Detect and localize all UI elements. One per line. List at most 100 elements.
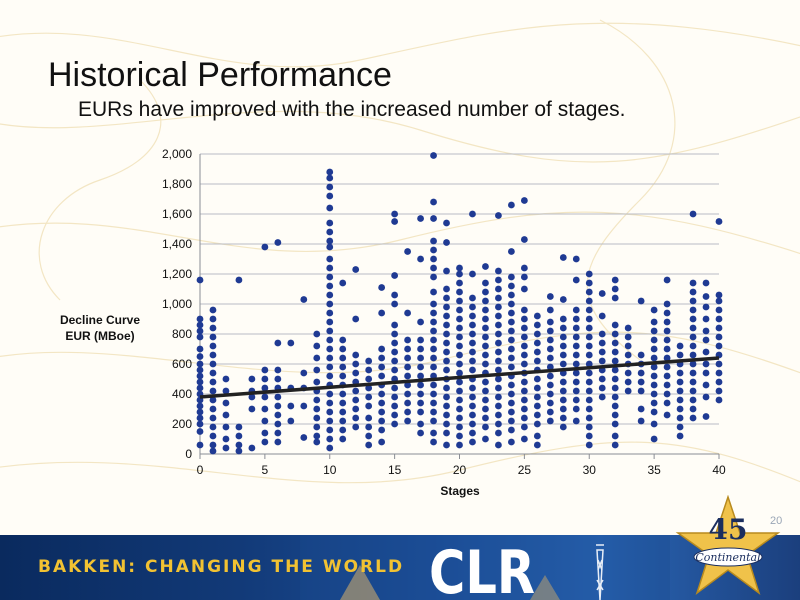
- data-point: [611, 276, 619, 284]
- data-point: [456, 306, 463, 314]
- data-point: [443, 330, 450, 338]
- data-point: [676, 414, 684, 422]
- data-point: [611, 366, 619, 374]
- data-point: [209, 342, 217, 350]
- data-point: [326, 363, 334, 371]
- data-point: [209, 315, 217, 323]
- data-point: [482, 435, 489, 443]
- data-point: [508, 426, 515, 434]
- data-point: [456, 396, 463, 404]
- data-point: [326, 372, 334, 380]
- data-point: [559, 378, 567, 386]
- data-point: [456, 405, 463, 413]
- data-point: [572, 333, 580, 341]
- data-point: [508, 309, 515, 317]
- scatter-chart: 02004006008001,0001,2001,4001,6001,8002,…: [162, 147, 726, 498]
- data-point: [300, 434, 308, 441]
- data-point: [248, 405, 256, 413]
- data-point: [520, 197, 528, 204]
- data-point: [520, 264, 528, 272]
- data-point: [585, 378, 593, 386]
- data-point: [443, 294, 450, 302]
- data-point: [689, 396, 697, 404]
- data-point: [274, 239, 282, 246]
- data-point: [650, 399, 658, 407]
- data-point: [482, 342, 489, 350]
- data-point: [248, 375, 256, 383]
- data-point: [508, 300, 515, 308]
- data-point: [495, 212, 502, 219]
- data-point: [196, 276, 204, 284]
- data-point: [430, 273, 437, 281]
- data-point: [326, 243, 334, 251]
- data-point: [533, 411, 541, 419]
- data-point: [702, 360, 710, 368]
- slide-title: Historical Performance: [48, 56, 392, 94]
- data-point: [391, 411, 399, 419]
- data-point: [404, 372, 411, 380]
- data-point: [572, 324, 580, 332]
- data-point: [430, 237, 437, 245]
- data-point: [572, 369, 580, 377]
- data-point: [352, 360, 360, 368]
- y-tick-label: 1,200: [162, 267, 192, 281]
- data-point: [520, 342, 528, 350]
- data-point: [222, 423, 230, 431]
- data-point: [495, 267, 502, 275]
- data-point: [391, 330, 399, 338]
- data-point: [209, 306, 217, 314]
- data-point: [585, 441, 593, 449]
- data-point: [365, 393, 373, 401]
- data-point: [222, 444, 230, 452]
- data-point: [611, 375, 619, 383]
- data-point: [663, 411, 671, 419]
- data-point: [482, 315, 489, 323]
- y-axis-label: Decline Curve EUR (MBoe): [50, 312, 150, 344]
- data-point: [650, 372, 658, 380]
- data-point: [313, 414, 321, 422]
- data-point: [611, 357, 619, 365]
- data-point: [482, 351, 489, 359]
- data-point: [520, 405, 528, 413]
- data-point: [508, 417, 515, 425]
- data-point: [339, 372, 347, 380]
- data-point: [702, 336, 710, 344]
- data-point: [585, 279, 593, 287]
- data-point: [469, 357, 476, 365]
- data-point: [378, 417, 386, 425]
- data-point: [650, 345, 658, 353]
- data-point: [365, 414, 373, 422]
- data-point: [689, 387, 697, 395]
- data-point: [417, 390, 424, 398]
- data-point: [650, 390, 658, 398]
- data-point: [689, 306, 697, 314]
- data-point: [702, 369, 710, 377]
- data-point: [533, 330, 541, 338]
- data-point: [663, 399, 671, 407]
- data-point: [235, 447, 243, 455]
- data-point: [533, 321, 541, 329]
- data-point: [482, 360, 489, 368]
- y-tick-label: 400: [172, 387, 192, 401]
- data-point: [378, 399, 386, 407]
- data-point: [430, 429, 437, 437]
- y-tick-label: 1,400: [162, 237, 192, 251]
- data-point: [196, 414, 204, 422]
- data-point: [261, 438, 269, 446]
- data-point: [430, 390, 437, 398]
- data-point: [650, 435, 658, 443]
- data-point: [572, 396, 580, 404]
- data-point: [209, 414, 217, 422]
- data-point: [689, 414, 697, 422]
- data-point: [546, 381, 554, 389]
- data-point: [456, 264, 463, 272]
- data-point: [585, 432, 593, 440]
- data-point: [404, 336, 411, 344]
- data-point: [508, 327, 515, 335]
- drilling-rig-art: [300, 535, 670, 600]
- data-point: [196, 327, 204, 335]
- data-point: [261, 243, 269, 251]
- data-point: [689, 405, 697, 413]
- data-point: [572, 342, 580, 350]
- data-point: [598, 330, 606, 338]
